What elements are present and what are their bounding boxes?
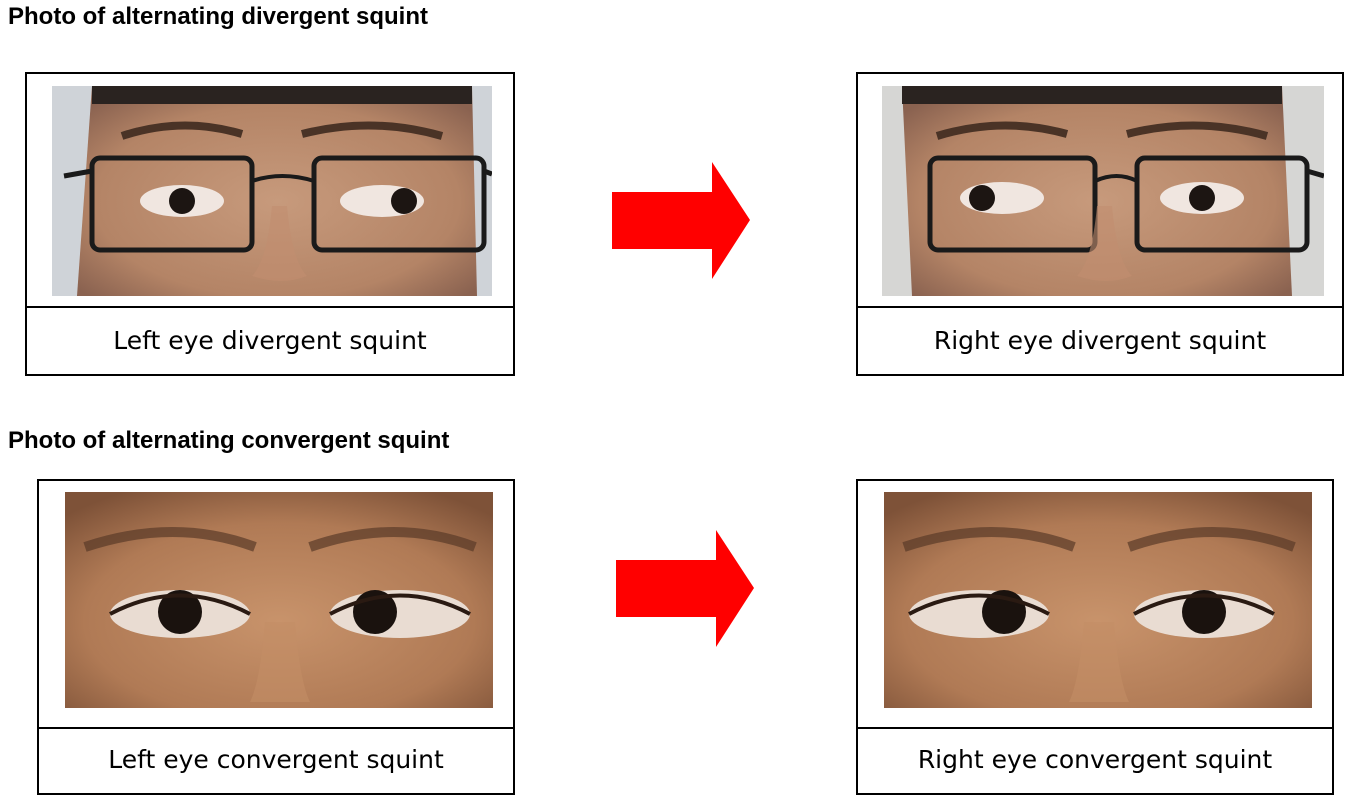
photo-right-eye-divergent [882,86,1324,296]
photo-frame [27,74,513,308]
photo-right-eye-convergent [884,492,1312,708]
photo-panel-right-divergent: Right eye divergent squint [856,72,1344,376]
photo-left-eye-convergent [65,492,493,708]
arrow-right-icon [616,530,754,647]
caption-right-divergent: Right eye divergent squint [933,325,1267,355]
caption-right-convergent: Right eye convergent squint [917,744,1273,774]
section-heading-divergent: Photo of alternating divergent squint [8,3,428,30]
section-heading-convergent: Photo of alternating convergent squint [8,427,450,454]
photo-frame [39,481,513,729]
photo-frame [858,481,1332,729]
caption-left-convergent: Left eye convergent squint [108,744,444,774]
photo-panel-left-divergent: Left eye divergent squint [25,72,515,376]
caption-left-divergent: Left eye divergent squint [113,325,427,355]
photo-panel-right-convergent: Right eye convergent squint [856,479,1334,795]
arrow-right-icon [612,162,750,279]
photo-frame [858,74,1342,308]
photo-left-eye-divergent [52,86,492,296]
photo-panel-left-convergent: Left eye convergent squint [37,479,515,795]
